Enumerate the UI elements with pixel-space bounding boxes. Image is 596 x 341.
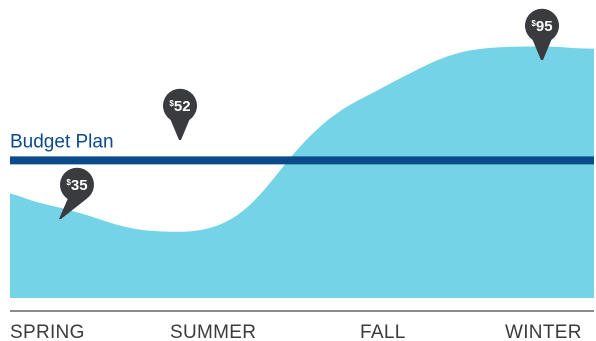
spending-area xyxy=(10,46,594,298)
currency-symbol: $ xyxy=(531,19,536,28)
value-markers: $35$52$95 xyxy=(59,8,559,219)
value-pin-label: $35 xyxy=(66,177,87,194)
value-pin-label: $52 xyxy=(169,98,190,115)
value-pin-winter: $95 xyxy=(525,8,559,61)
currency-symbol: $ xyxy=(169,99,174,108)
x-tick-label-spring: SPRING xyxy=(10,322,85,341)
value-pin-spring: $35 xyxy=(59,167,94,219)
budget-plan-label: Budget Plan xyxy=(10,131,114,152)
value-pin-number: 95 xyxy=(536,18,553,35)
value-pin-shape xyxy=(163,88,198,140)
value-pin-number: 35 xyxy=(71,177,88,194)
value-pin-number: 52 xyxy=(174,98,191,115)
value-pin-shape xyxy=(525,8,559,61)
x-tick-label-summer: SUMMER xyxy=(170,322,256,341)
x-tick-label-fall: FALL xyxy=(360,322,406,341)
x-tick-label-winter: WINTER xyxy=(505,322,582,341)
x-axis-tick-labels: SPRING SUMMER FALL WINTER xyxy=(10,322,582,341)
value-pin-shape xyxy=(59,167,94,219)
currency-symbol: $ xyxy=(66,178,71,187)
value-pin-label: $95 xyxy=(531,18,552,35)
value-pin-summer: $52 xyxy=(163,88,198,140)
